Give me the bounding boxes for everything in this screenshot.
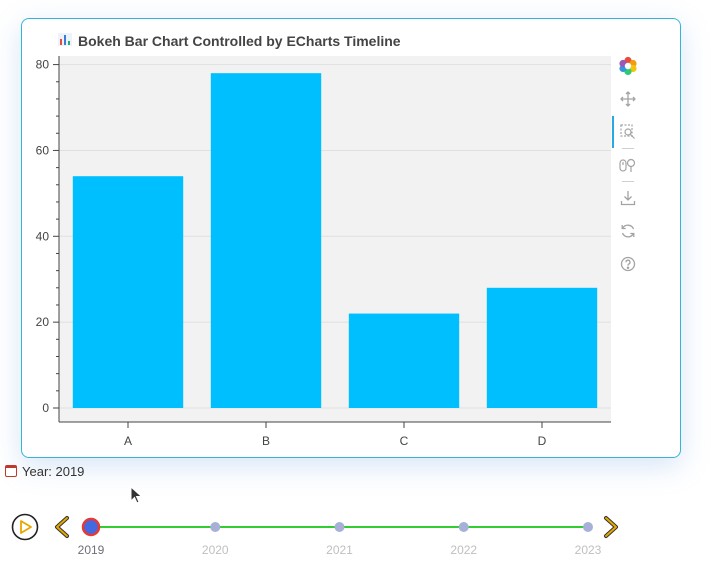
toolbar-separator xyxy=(622,148,634,149)
timeline-year-label[interactable]: 2022 xyxy=(450,543,477,557)
timeline-year-label[interactable]: 2023 xyxy=(575,543,602,557)
toolbar-separator xyxy=(622,181,634,182)
y-tick-label: 80 xyxy=(36,58,50,72)
bar-C[interactable] xyxy=(348,313,460,408)
chart-title-text: Bokeh Bar Chart Controlled by ECharts Ti… xyxy=(78,33,401,49)
year-display-text: Year: 2019 xyxy=(22,464,85,479)
timeline-current-point[interactable] xyxy=(81,517,101,537)
timeline-point-2020[interactable] xyxy=(210,522,221,532)
box-zoom-icon[interactable] xyxy=(618,122,638,142)
next-arrow-icon[interactable] xyxy=(605,517,617,537)
bar-D[interactable] xyxy=(486,287,598,408)
pan-icon[interactable] xyxy=(618,89,638,109)
y-tick-label: 0 xyxy=(42,401,49,415)
chart-panel: Bokeh Bar Chart Controlled by ECharts Ti… xyxy=(21,18,681,458)
prev-arrow-icon[interactable] xyxy=(56,517,68,537)
y-tick-label: 40 xyxy=(36,229,50,243)
mouse-cursor-icon xyxy=(130,486,143,504)
timeline-control[interactable]: 2019 2020 2021 2022 2023 xyxy=(0,500,713,565)
x-tick-label: C xyxy=(400,434,409,448)
y-tick-label: 60 xyxy=(36,143,50,157)
bar-plot[interactable]: 0 20 40 60 80 A B C D xyxy=(22,19,680,457)
bokeh-logo-icon[interactable] xyxy=(618,56,638,76)
play-icon[interactable] xyxy=(11,513,39,541)
prev-arrow-outline xyxy=(55,516,69,538)
active-tool-indicator xyxy=(612,116,614,148)
timeline-point-2022[interactable] xyxy=(458,522,469,532)
next-arrow-outline xyxy=(604,516,618,538)
chart-title: Bokeh Bar Chart Controlled by ECharts Ti… xyxy=(58,33,401,49)
timeline-point-2021[interactable] xyxy=(334,522,345,532)
y-tick-label: 20 xyxy=(36,315,50,329)
help-icon[interactable] xyxy=(618,254,638,274)
calendar-icon xyxy=(5,465,17,477)
timeline-year-label[interactable]: 2021 xyxy=(326,543,353,557)
bar-A[interactable] xyxy=(72,176,184,408)
timeline-year-label[interactable]: 2020 xyxy=(202,543,229,557)
bar-B[interactable] xyxy=(210,73,322,409)
x-tick-label: A xyxy=(124,434,132,448)
reset-icon[interactable] xyxy=(618,221,638,241)
timeline-point-2023[interactable] xyxy=(583,522,593,532)
wheel-zoom-icon[interactable] xyxy=(618,155,638,175)
timeline-year-label[interactable]: 2019 xyxy=(78,543,105,557)
x-tick-label: B xyxy=(262,434,270,448)
save-icon[interactable] xyxy=(618,188,638,208)
bar-chart-icon xyxy=(58,33,74,49)
x-tick-label: D xyxy=(538,434,547,448)
year-display: Year: 2019 xyxy=(5,464,84,479)
